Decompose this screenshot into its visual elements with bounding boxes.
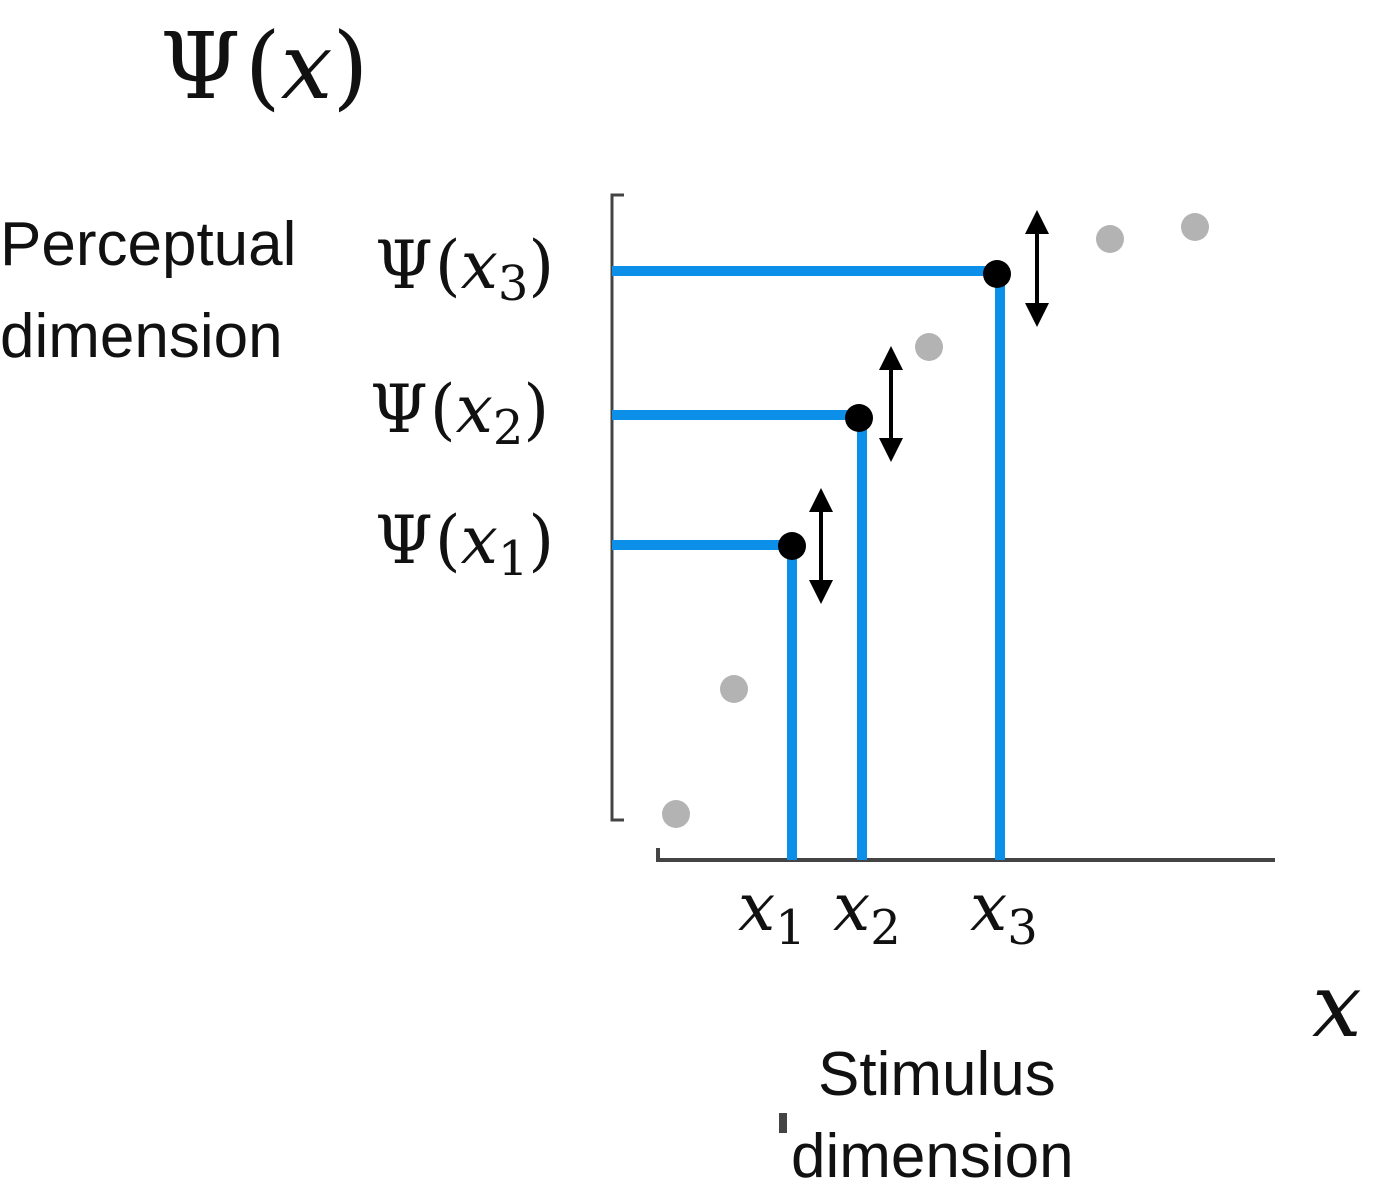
projection-line-x1	[612, 540, 797, 860]
other-points	[662, 213, 1209, 828]
projection-line-x2	[612, 410, 867, 860]
point-x2	[845, 404, 873, 432]
grey-point	[720, 675, 748, 703]
x-tick-x3: x3	[970, 869, 1038, 956]
x-axis-symbol: x	[1312, 954, 1362, 1057]
y-axis-label-line1: Perceptual	[0, 210, 296, 279]
grey-point	[1181, 213, 1209, 241]
psi-label-x1: Ψ(x1)	[375, 502, 554, 587]
projection-lines	[612, 266, 1005, 860]
y-axis-label-line2: dimension	[0, 302, 283, 371]
y-axis-bracket	[610, 193, 624, 822]
projection-line-x3	[612, 266, 1005, 860]
x-axis-line	[656, 848, 1275, 862]
highlight-points	[778, 260, 1011, 560]
x-tick-x1: x1	[738, 869, 806, 956]
point-x3	[983, 260, 1011, 288]
x-axis-label-line1: Stimulus	[818, 1040, 1056, 1109]
psi-label-x2: Ψ(x2)	[370, 371, 549, 456]
x-axis-label-line2: dimension	[791, 1122, 1074, 1182]
stray-mark	[779, 1113, 787, 1133]
x-tick-x2: x2	[833, 869, 901, 956]
grey-point	[915, 333, 943, 361]
psi-label-x3: Ψ(x3)	[375, 227, 554, 312]
title-formula: Ψ(x)	[160, 13, 368, 120]
grey-point	[1096, 225, 1124, 253]
noise-arrows	[809, 210, 1049, 604]
point-x1	[778, 532, 806, 560]
grey-point	[662, 800, 690, 828]
